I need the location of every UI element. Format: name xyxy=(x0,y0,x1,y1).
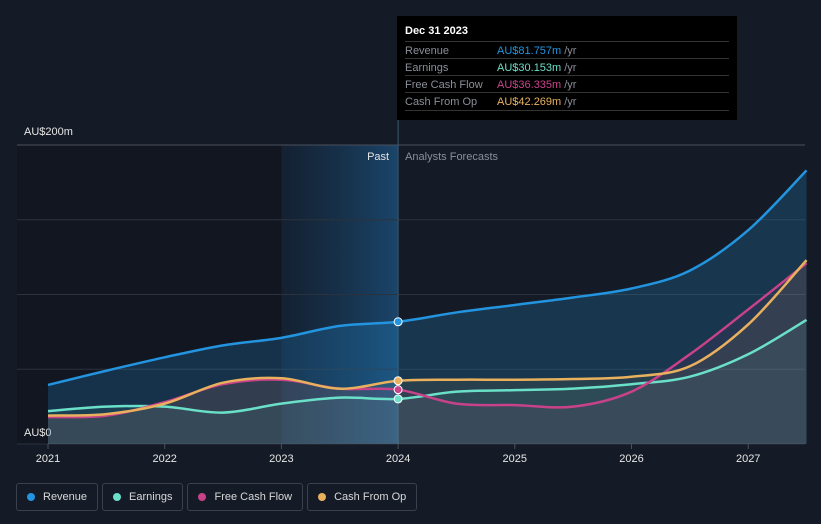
line-cash-from-op xyxy=(47,259,808,417)
marker-revenue xyxy=(393,317,403,327)
line-revenue xyxy=(47,169,808,387)
legend-label: Free Cash Flow xyxy=(214,491,293,503)
legend-label: Cash From Op xyxy=(334,491,407,503)
tooltip-row-cfo: Cash From Op AU$42.269m/yr xyxy=(405,92,729,111)
past-label: Past xyxy=(367,151,389,163)
legend-item-earnings[interactable]: Earnings xyxy=(102,483,184,511)
legend-item-cash-from-op[interactable]: Cash From Op xyxy=(307,483,418,511)
legend-label: Revenue xyxy=(43,491,88,503)
marker-cash-from-op xyxy=(393,376,403,386)
y-axis-label-top: AU$200m xyxy=(24,126,73,138)
x-tick-label: 2026 xyxy=(619,453,643,465)
area-free-cash-flow xyxy=(48,263,807,444)
x-tick-label: 2022 xyxy=(152,453,176,465)
legend-item-revenue[interactable]: Revenue xyxy=(16,483,99,511)
tooltip-date: Dec 31 2023 xyxy=(405,25,468,37)
marker-earnings xyxy=(393,394,403,404)
tooltip-value: AU$81.757m/yr xyxy=(497,45,577,57)
tooltip-row-revenue: Revenue AU$81.757m/yr xyxy=(405,41,729,59)
y-axis-label-bottom: AU$0 xyxy=(24,427,52,439)
x-tick-label: 2021 xyxy=(36,453,60,465)
tooltip-row-earnings: Earnings AU$30.153m/yr xyxy=(405,58,729,76)
line-earnings xyxy=(47,318,808,414)
legend-dot-icon xyxy=(198,493,207,501)
forecast-label: Analysts Forecasts xyxy=(405,151,498,163)
x-tick-label: 2023 xyxy=(269,453,293,465)
x-tick-label: 2025 xyxy=(503,453,527,465)
legend-label: Earnings xyxy=(129,491,173,503)
tooltip-label: Earnings xyxy=(405,62,449,74)
legend: Revenue Earnings Free Cash Flow Cash Fro… xyxy=(16,483,418,511)
tooltip-label: Revenue xyxy=(405,45,450,57)
tooltip-label: Free Cash Flow xyxy=(405,79,483,91)
tooltip-value: AU$42.269m/yr xyxy=(497,96,577,108)
marker-free-cash-flow xyxy=(393,385,403,395)
area-revenue xyxy=(48,170,807,445)
legend-dot-icon xyxy=(318,493,327,501)
tooltip-value: AU$36.335m/yr xyxy=(497,79,577,91)
x-tick-label: 2024 xyxy=(386,453,410,465)
x-tick-label: 2027 xyxy=(736,453,760,465)
tooltip-label: Cash From Op xyxy=(405,96,478,108)
tooltip-row-fcf: Free Cash Flow AU$36.335m/yr xyxy=(405,75,729,93)
area-earnings xyxy=(48,319,807,444)
legend-dot-icon xyxy=(27,493,35,501)
legend-item-free-cash-flow[interactable]: Free Cash Flow xyxy=(187,483,304,511)
legend-dot-icon xyxy=(113,493,122,501)
tooltip-value: AU$30.153m/yr xyxy=(497,62,577,74)
tooltip: Dec 31 2023 Revenue AU$81.757m/yr Earnin… xyxy=(397,16,737,120)
